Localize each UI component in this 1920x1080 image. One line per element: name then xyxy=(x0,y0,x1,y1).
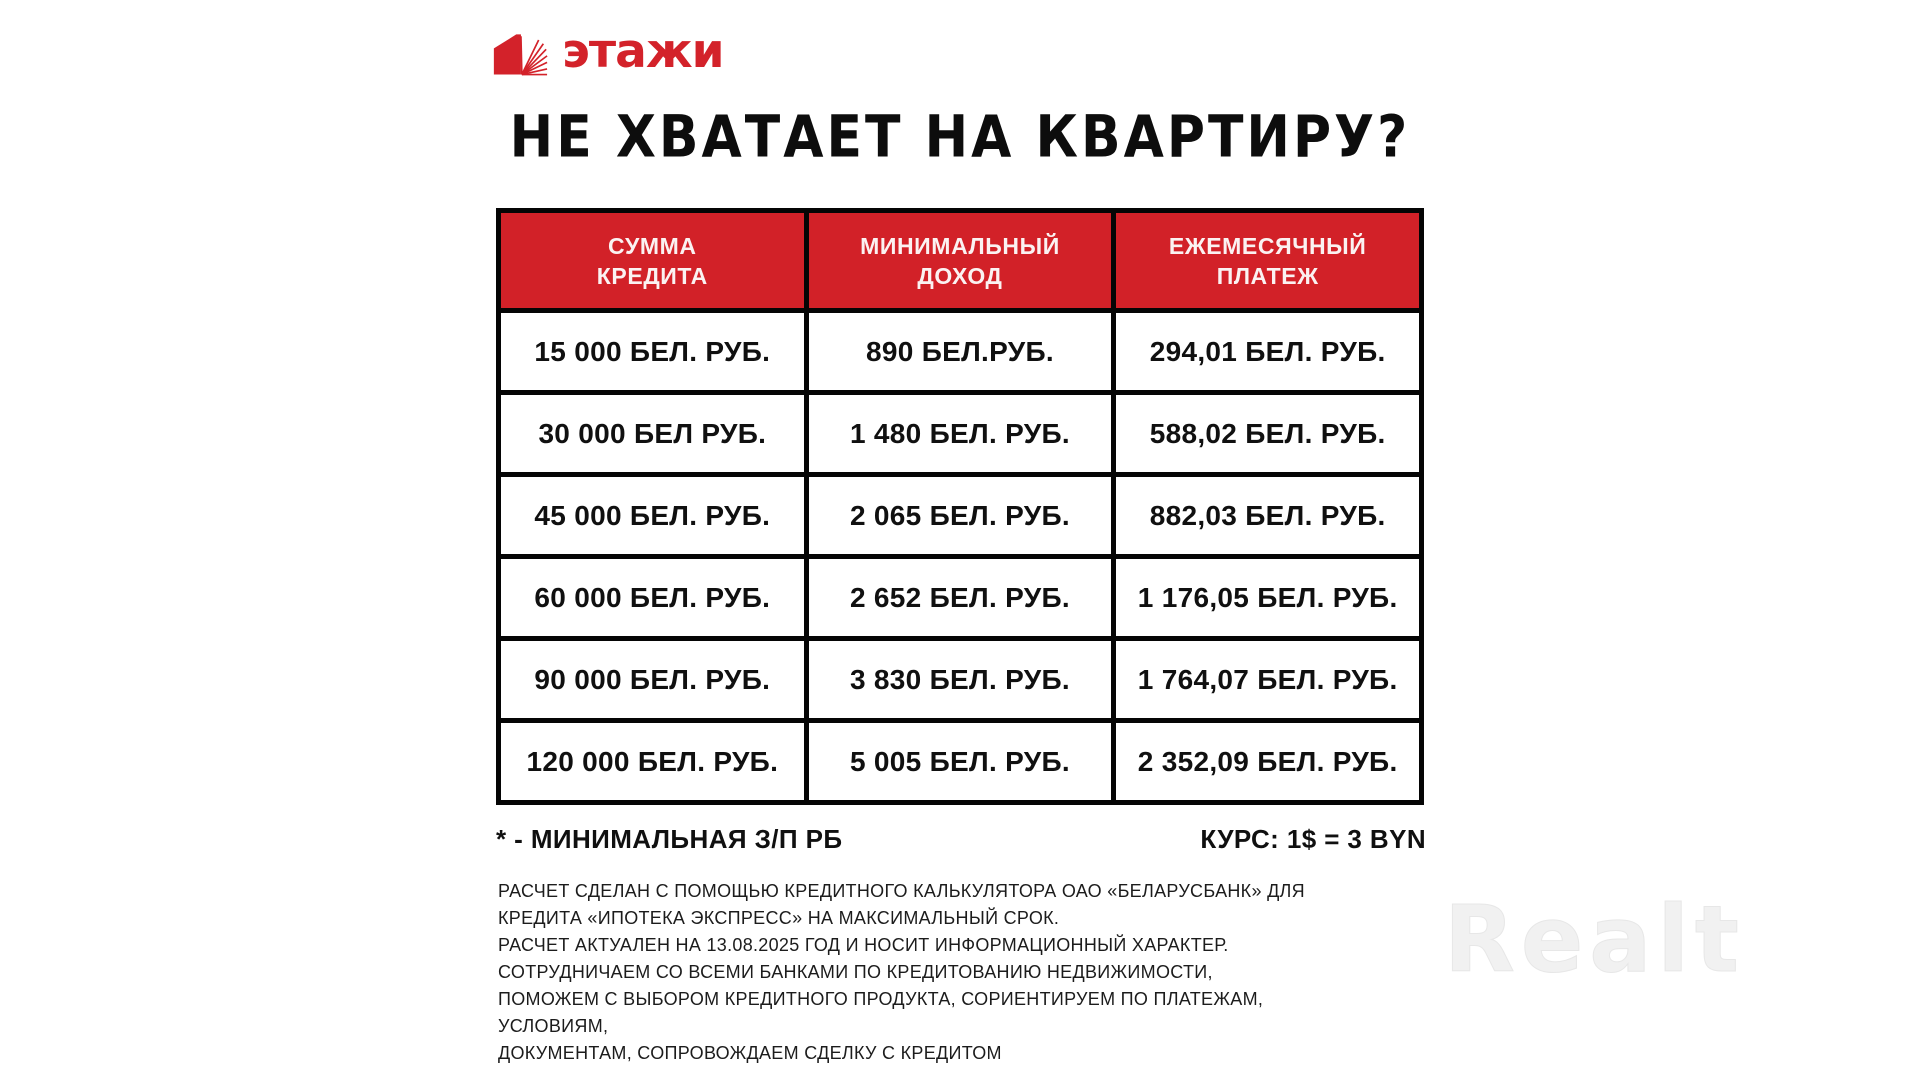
disclaimer-line: РАСЧЕТ АКТУАЛЕН НА 13.08.2025 ГОД И НОСИ… xyxy=(498,935,1229,955)
credit-table: СУММА КРЕДИТА МИНИМАЛЬНЫЙ ДОХОД ЕЖЕМЕСЯЧ… xyxy=(496,208,1424,805)
cell-min-income: 890 БЕЛ.РУБ. xyxy=(803,308,1117,395)
cell-min-income: 1 480 БЕЛ. РУБ. xyxy=(803,390,1117,477)
table-row: 120 000 БЕЛ. РУБ. 5 005 БЕЛ. РУБ. 2 352,… xyxy=(496,718,1424,805)
footnote-row: * - МИНИМАЛЬНАЯ З/П РБ КУРС: 1$ = 3 BYN xyxy=(496,824,1426,855)
brand-name: этажи xyxy=(562,24,725,79)
cell-credit-sum: 90 000 БЕЛ. РУБ. xyxy=(496,636,809,723)
footnote-exchange-rate: КУРС: 1$ = 3 BYN xyxy=(1200,824,1426,854)
cell-credit-sum: 15 000 БЕЛ. РУБ. xyxy=(496,308,809,395)
table-header-row: СУММА КРЕДИТА МИНИМАЛЬНЫЙ ДОХОД ЕЖЕМЕСЯЧ… xyxy=(496,208,1424,313)
disclaimer-line: СОТРУДНИЧАЕМ СО ВСЕМИ БАНКАМИ ПО КРЕДИТО… xyxy=(498,962,1213,982)
etazhi-house-icon xyxy=(492,30,548,78)
cell-min-income: 2 652 БЕЛ. РУБ. xyxy=(803,554,1117,641)
page-title: НЕ ХВАТАЕТ НА КВАРТИРУ? xyxy=(509,104,1411,172)
disclaimer-line: УСЛОВИЯМ, xyxy=(498,1016,609,1036)
table-row: 45 000 БЕЛ. РУБ. 2 065 БЕЛ. РУБ. 882,03 … xyxy=(496,472,1424,559)
footnote-min-salary: * - МИНИМАЛЬНАЯ З/П РБ xyxy=(496,824,843,854)
column-header-monthly-payment: ЕЖЕМЕСЯЧНЫЙ ПЛАТЕЖ xyxy=(1111,208,1424,313)
table-row: 15 000 БЕЛ. РУБ. 890 БЕЛ.РУБ. 294,01 БЕЛ… xyxy=(496,308,1424,395)
cell-monthly-payment: 1 176,05 БЕЛ. РУБ. xyxy=(1111,554,1424,641)
cell-min-income: 5 005 БЕЛ. РУБ. xyxy=(803,718,1117,805)
disclaimer-line: КРЕДИТА «ИПОТЕКА ЭКСПРЕСС» НА МАКСИМАЛЬН… xyxy=(498,908,1060,928)
brand-logo: этажи xyxy=(492,24,725,79)
cell-credit-sum: 120 000 БЕЛ. РУБ. xyxy=(496,718,809,805)
cell-credit-sum: 60 000 БЕЛ. РУБ. xyxy=(496,554,809,641)
cell-min-income: 2 065 БЕЛ. РУБ. xyxy=(803,472,1117,559)
table-row: 30 000 БЕЛ РУБ. 1 480 БЕЛ. РУБ. 588,02 Б… xyxy=(496,390,1424,477)
cell-monthly-payment: 882,03 БЕЛ. РУБ. xyxy=(1111,472,1424,559)
cell-credit-sum: 45 000 БЕЛ. РУБ. xyxy=(496,472,809,559)
disclaimer-line: ПОМОЖЕМ С ВЫБОРОМ КРЕДИТНОГО ПРОДУКТА, С… xyxy=(498,989,1264,1009)
disclaimer-text: РАСЧЕТ СДЕЛАН С ПОМОЩЬЮ КРЕДИТНОГО КАЛЬК… xyxy=(498,878,1458,1067)
cell-monthly-payment: 2 352,09 БЕЛ. РУБ. xyxy=(1111,718,1424,805)
column-header-min-income: МИНИМАЛЬНЫЙ ДОХОД xyxy=(803,208,1117,313)
cell-min-income: 3 830 БЕЛ. РУБ. xyxy=(803,636,1117,723)
disclaimer-line: ДОКУМЕНТАМ, СОПРОВОЖДАЕМ СДЕЛКУ С КРЕДИТ… xyxy=(498,1043,1002,1063)
column-header-credit-sum: СУММА КРЕДИТА xyxy=(496,208,809,313)
cell-credit-sum: 30 000 БЕЛ РУБ. xyxy=(496,390,809,477)
realt-watermark: Realt xyxy=(1444,886,1745,993)
table-row: 60 000 БЕЛ. РУБ. 2 652 БЕЛ. РУБ. 1 176,0… xyxy=(496,554,1424,641)
table-row: 90 000 БЕЛ. РУБ. 3 830 БЕЛ. РУБ. 1 764,0… xyxy=(496,636,1424,723)
cell-monthly-payment: 1 764,07 БЕЛ. РУБ. xyxy=(1111,636,1424,723)
cell-monthly-payment: 588,02 БЕЛ. РУБ. xyxy=(1111,390,1424,477)
disclaimer-line: РАСЧЕТ СДЕЛАН С ПОМОЩЬЮ КРЕДИТНОГО КАЛЬК… xyxy=(498,881,1305,901)
cell-monthly-payment: 294,01 БЕЛ. РУБ. xyxy=(1111,308,1424,395)
